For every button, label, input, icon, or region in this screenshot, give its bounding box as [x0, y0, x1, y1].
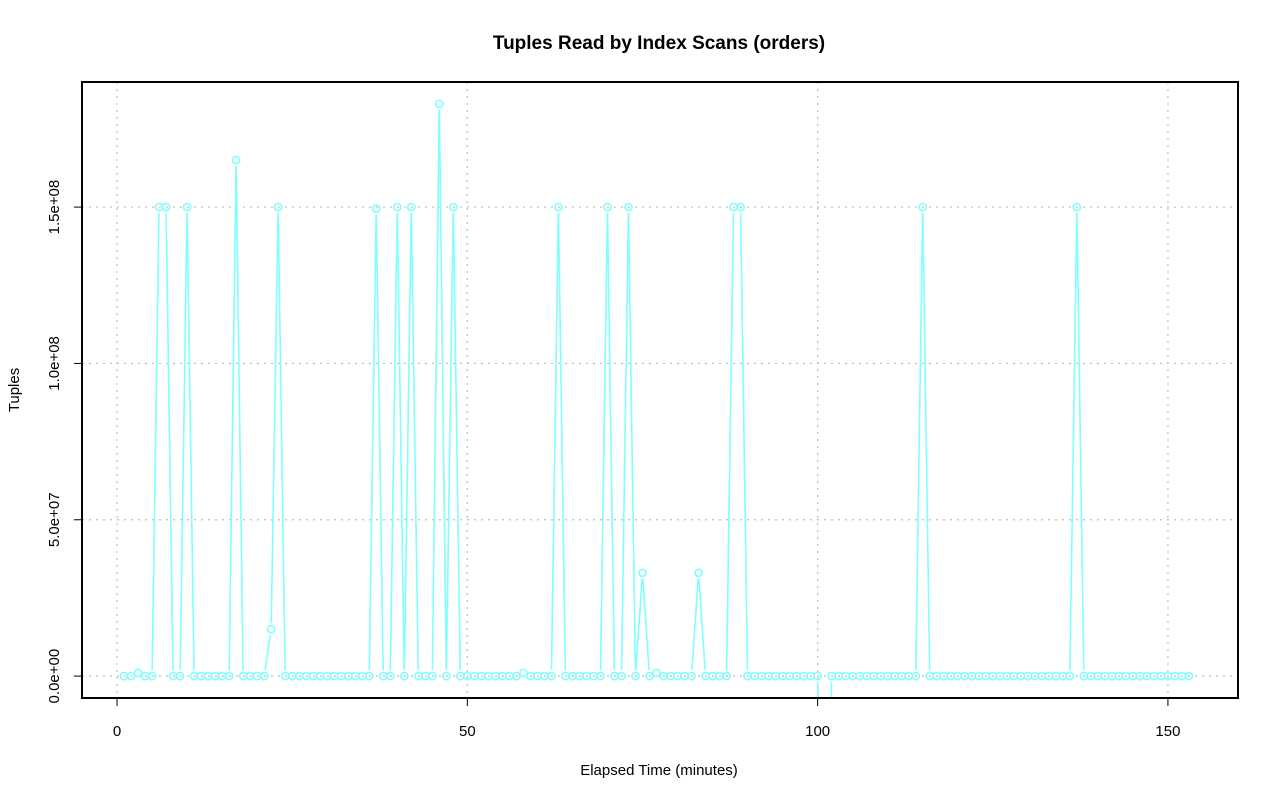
y-tick-label: 0.0e+00	[46, 649, 63, 704]
series-segment	[403, 213, 412, 671]
data-point	[147, 671, 157, 681]
data-point	[596, 671, 605, 681]
y-axis: 0.0e+00 5.0e+07 1.0e+08 1.5e+08	[46, 180, 83, 704]
series-segment	[599, 213, 609, 671]
series-segment	[277, 213, 286, 671]
series-segment	[725, 213, 735, 671]
series-segment	[235, 166, 244, 671]
series-segment	[739, 213, 749, 671]
plot-frame	[81, 81, 1239, 699]
data-point	[266, 624, 276, 634]
data-point	[434, 99, 444, 109]
data-point	[813, 671, 823, 681]
data-point	[694, 568, 703, 578]
data-point	[392, 202, 402, 212]
data-point	[427, 671, 437, 681]
data-point	[638, 568, 647, 578]
data-point	[603, 202, 612, 212]
data-point	[371, 204, 381, 214]
series-segment	[550, 213, 560, 671]
series-segment	[186, 213, 195, 671]
series-segment	[627, 213, 637, 671]
data-point	[1065, 671, 1075, 681]
series-segment	[270, 213, 279, 624]
chart-title: Tuples Read by Index Scans (orders)	[493, 33, 825, 54]
x-tick-label: 100	[805, 723, 830, 740]
data-point	[554, 202, 563, 212]
series-segment	[642, 578, 650, 671]
data-point	[1072, 202, 1082, 212]
data-point	[687, 671, 696, 681]
data-point	[624, 202, 633, 212]
data-point	[736, 202, 745, 212]
y-tick-label: 1.0e+08	[46, 336, 63, 391]
x-axis: 0 50 100 150	[113, 697, 1180, 740]
series-segment	[606, 213, 616, 671]
data-point	[406, 202, 416, 212]
series-segment	[452, 213, 462, 671]
data-point	[399, 671, 409, 681]
data-point	[645, 671, 654, 681]
series-segment	[228, 166, 237, 671]
x-tick-label: 150	[1155, 723, 1180, 740]
series-segment	[179, 213, 188, 671]
grid	[82, 82, 1238, 698]
x-tick-label: 50	[459, 723, 476, 740]
series-segment	[438, 109, 448, 671]
series-segment	[1069, 213, 1078, 671]
y-tick-label: 1.5e+08	[46, 180, 63, 235]
data-point	[385, 671, 395, 681]
data-point	[631, 671, 640, 681]
data-point	[126, 671, 136, 681]
data-point	[918, 202, 928, 212]
series-segment	[431, 109, 441, 671]
y-tick-label: 5.0e+07	[46, 492, 63, 547]
series-segment	[389, 213, 398, 671]
data-point	[364, 671, 374, 681]
data-point	[231, 155, 241, 165]
data-point	[518, 668, 528, 678]
data-point	[161, 202, 171, 212]
data-point	[722, 671, 731, 681]
data-point	[273, 202, 283, 212]
data-point	[547, 671, 556, 681]
series-segment	[698, 578, 706, 671]
y-axis-label: Tuples	[6, 368, 23, 412]
series-segment	[445, 213, 455, 671]
data-point	[617, 671, 626, 681]
data-point	[911, 671, 921, 681]
series-segment	[264, 635, 272, 671]
series-segment	[396, 213, 405, 671]
series-segment	[410, 213, 420, 671]
x-axis-label: Elapsed Time (minutes)	[580, 762, 738, 779]
series-segment	[691, 578, 699, 671]
data-point	[441, 671, 451, 681]
data-point	[1184, 671, 1194, 681]
series-segment	[1076, 213, 1085, 671]
series-segment	[915, 213, 924, 671]
data-point	[511, 671, 521, 681]
series-tuples	[119, 99, 1194, 699]
series-segment	[151, 213, 160, 671]
data-point	[182, 202, 192, 212]
data-point	[448, 202, 458, 212]
series-segment	[557, 213, 567, 671]
x-tick-label: 0	[113, 723, 121, 740]
series-segment	[375, 214, 384, 671]
data-point	[652, 668, 661, 678]
data-point	[224, 671, 234, 681]
data-point	[259, 671, 269, 681]
series-segment	[922, 213, 931, 671]
series-segment	[635, 578, 643, 671]
series-segment	[368, 214, 377, 671]
data-point	[133, 668, 143, 678]
data-point	[175, 671, 185, 681]
series-segment	[165, 213, 174, 671]
series-segment	[620, 213, 630, 671]
